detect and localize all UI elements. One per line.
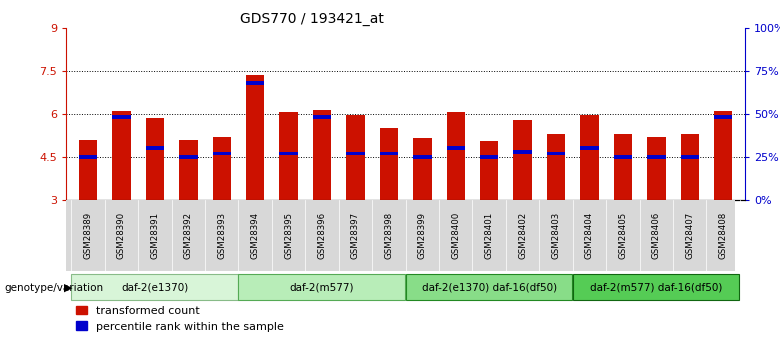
Legend: transformed count, percentile rank within the sample: transformed count, percentile rank withi…: [72, 301, 289, 336]
Bar: [380, 128, 398, 200]
FancyBboxPatch shape: [71, 274, 238, 300]
Bar: [680, 134, 699, 200]
Bar: [146, 118, 164, 200]
Text: GSM28395: GSM28395: [284, 212, 293, 259]
Text: GSM28405: GSM28405: [619, 212, 627, 259]
Text: GSM28404: GSM28404: [585, 212, 594, 259]
Text: genotype/variation: genotype/variation: [4, 283, 103, 293]
Bar: [112, 116, 131, 119]
Bar: [212, 152, 231, 155]
FancyBboxPatch shape: [66, 200, 735, 271]
Text: GSM28398: GSM28398: [385, 212, 393, 259]
Bar: [313, 116, 332, 119]
Bar: [246, 81, 264, 85]
Bar: [79, 140, 98, 200]
Bar: [513, 120, 532, 200]
Text: GSM28391: GSM28391: [151, 212, 159, 259]
Bar: [547, 134, 566, 200]
Bar: [413, 138, 431, 200]
Bar: [614, 155, 632, 159]
Text: GSM28407: GSM28407: [686, 212, 694, 259]
Bar: [279, 112, 298, 200]
Text: GDS770 / 193421_at: GDS770 / 193421_at: [240, 12, 384, 26]
Text: GSM28399: GSM28399: [418, 212, 427, 259]
Bar: [480, 155, 498, 159]
Bar: [179, 155, 197, 159]
Bar: [79, 155, 98, 159]
Bar: [380, 152, 398, 155]
Text: GSM28401: GSM28401: [484, 212, 494, 259]
Bar: [346, 152, 365, 155]
Bar: [680, 155, 699, 159]
Bar: [714, 111, 732, 200]
Text: GSM28390: GSM28390: [117, 212, 126, 259]
Bar: [279, 152, 298, 155]
Text: GSM28393: GSM28393: [218, 212, 226, 259]
Text: GSM28389: GSM28389: [83, 212, 93, 259]
Bar: [513, 150, 532, 154]
Text: GSM28402: GSM28402: [518, 212, 527, 259]
Text: daf-2(m577): daf-2(m577): [290, 282, 354, 292]
FancyBboxPatch shape: [573, 274, 739, 300]
Text: daf-2(e1370): daf-2(e1370): [121, 282, 189, 292]
Bar: [714, 116, 732, 119]
Bar: [112, 111, 131, 200]
Text: GSM28394: GSM28394: [250, 212, 260, 259]
Bar: [413, 155, 431, 159]
FancyBboxPatch shape: [239, 274, 405, 300]
Bar: [313, 110, 332, 200]
Text: daf-2(e1370) daf-16(df50): daf-2(e1370) daf-16(df50): [422, 282, 557, 292]
Bar: [647, 155, 665, 159]
Text: GSM28396: GSM28396: [317, 212, 327, 259]
Bar: [647, 137, 665, 200]
Bar: [580, 147, 599, 150]
Bar: [146, 147, 164, 150]
Bar: [246, 75, 264, 200]
Text: GSM28406: GSM28406: [652, 212, 661, 259]
Bar: [547, 152, 566, 155]
Bar: [614, 134, 632, 200]
Bar: [447, 112, 465, 200]
Text: GSM28392: GSM28392: [184, 212, 193, 259]
Bar: [480, 141, 498, 200]
FancyBboxPatch shape: [406, 274, 572, 300]
Bar: [580, 115, 599, 200]
Bar: [212, 137, 231, 200]
Text: daf-2(m577) daf-16(df50): daf-2(m577) daf-16(df50): [590, 282, 722, 292]
Text: GSM28397: GSM28397: [351, 212, 360, 259]
Text: GSM28400: GSM28400: [452, 212, 460, 259]
Bar: [447, 147, 465, 150]
Text: ▶: ▶: [64, 283, 73, 293]
Text: GSM28408: GSM28408: [718, 212, 728, 259]
Bar: [179, 140, 197, 200]
Text: GSM28403: GSM28403: [551, 212, 561, 259]
Bar: [346, 115, 365, 200]
